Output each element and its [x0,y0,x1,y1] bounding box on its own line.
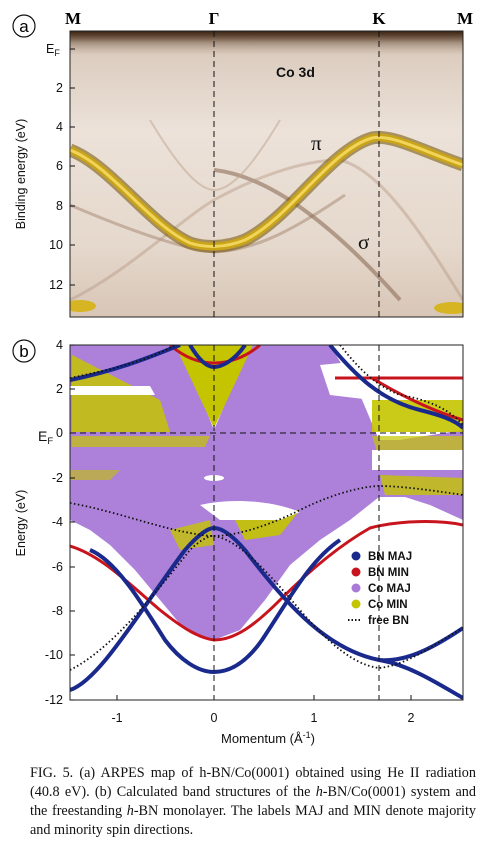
svg-text:Co MIN: Co MIN [368,599,408,611]
ef-label: EF [38,428,53,447]
svg-text:Co MAJ: Co MAJ [368,583,411,595]
panel-b-x-axis: -1 0 1 2 [111,695,415,725]
panel-a-ylabel: Binding energy (eV) [14,119,28,229]
annotation-co3d: Co 3d [276,64,315,80]
tick-a-2: 2 [56,81,63,95]
legend-item-co-maj: Co MAJ [351,583,411,595]
svg-text:free BN: free BN [368,615,409,627]
panel-a-letter: a [19,17,29,36]
panel-a: a M Γ K M [12,9,473,318]
tick-a-ef: EF [46,42,60,58]
label-m-right: M [457,9,473,28]
tick-b-neg2: -2 [52,471,63,485]
svg-text:BN MAJ: BN MAJ [368,551,412,563]
panel-b-badge: b [12,339,36,363]
tick-b-0: 0 [56,426,63,440]
tick-a-8: 8 [56,199,63,213]
tick-b-neg8: -8 [52,604,63,618]
panel-b-y-axis: 4 2 0 -2 -4 -6 -8 -10 -12 [45,338,75,707]
tick-b-neg10: -10 [45,648,63,662]
panel-b: b [12,338,464,746]
panel-a-y-axis: EF 2 4 6 8 10 12 [46,42,75,292]
tick-a-4: 4 [56,120,63,134]
panel-a-badge: a [12,14,36,38]
annotation-sigma: σ [358,230,369,254]
label-k: K [372,9,386,28]
legend-item-bn-min: BN MIN [351,567,409,579]
label-m-left: M [65,9,81,28]
gap-regions [70,360,463,520]
figure: a M Γ K M [12,9,473,746]
legend-item-co-min: Co MIN [351,599,408,611]
tick-b-2: 2 [56,382,63,396]
tick-a-12: 12 [49,278,63,292]
tick-x-1: 1 [311,711,318,725]
tick-a-10: 10 [49,238,63,252]
tick-x-2: 2 [408,711,415,725]
panel-b-xlabel: Momentum (Å-1) [221,730,315,746]
free-bn-bands [70,345,463,671]
legend: BN MAJ BN MIN Co MAJ Co MIN free BN [348,551,412,627]
tick-b-neg12: -12 [45,693,63,707]
svg-text:BN MIN: BN MIN [368,567,409,579]
tick-x-neg1: -1 [111,711,122,725]
annotation-pi: π [311,131,322,155]
co-maj-region [70,345,463,640]
tick-b-4: 4 [56,338,63,352]
bn-maj-bands [70,345,463,700]
figure-caption: FIG. 5. (a) ARPES map of h-BN/Co(0001) o… [30,765,477,838]
legend-item-bn-maj: BN MAJ [351,551,412,563]
panel-b-ylabel: Energy (eV) [14,490,28,557]
tick-b-neg4: -4 [52,515,63,529]
band-structure-plot [70,345,463,700]
tick-b-neg6: -6 [52,560,63,574]
legend-item-free-bn: free BN [348,615,409,627]
label-gamma: Γ [209,9,220,28]
tick-a-6: 6 [56,159,63,173]
panel-b-letter: b [19,342,28,361]
arpes-map [70,31,463,317]
tick-x-0: 0 [211,711,218,725]
